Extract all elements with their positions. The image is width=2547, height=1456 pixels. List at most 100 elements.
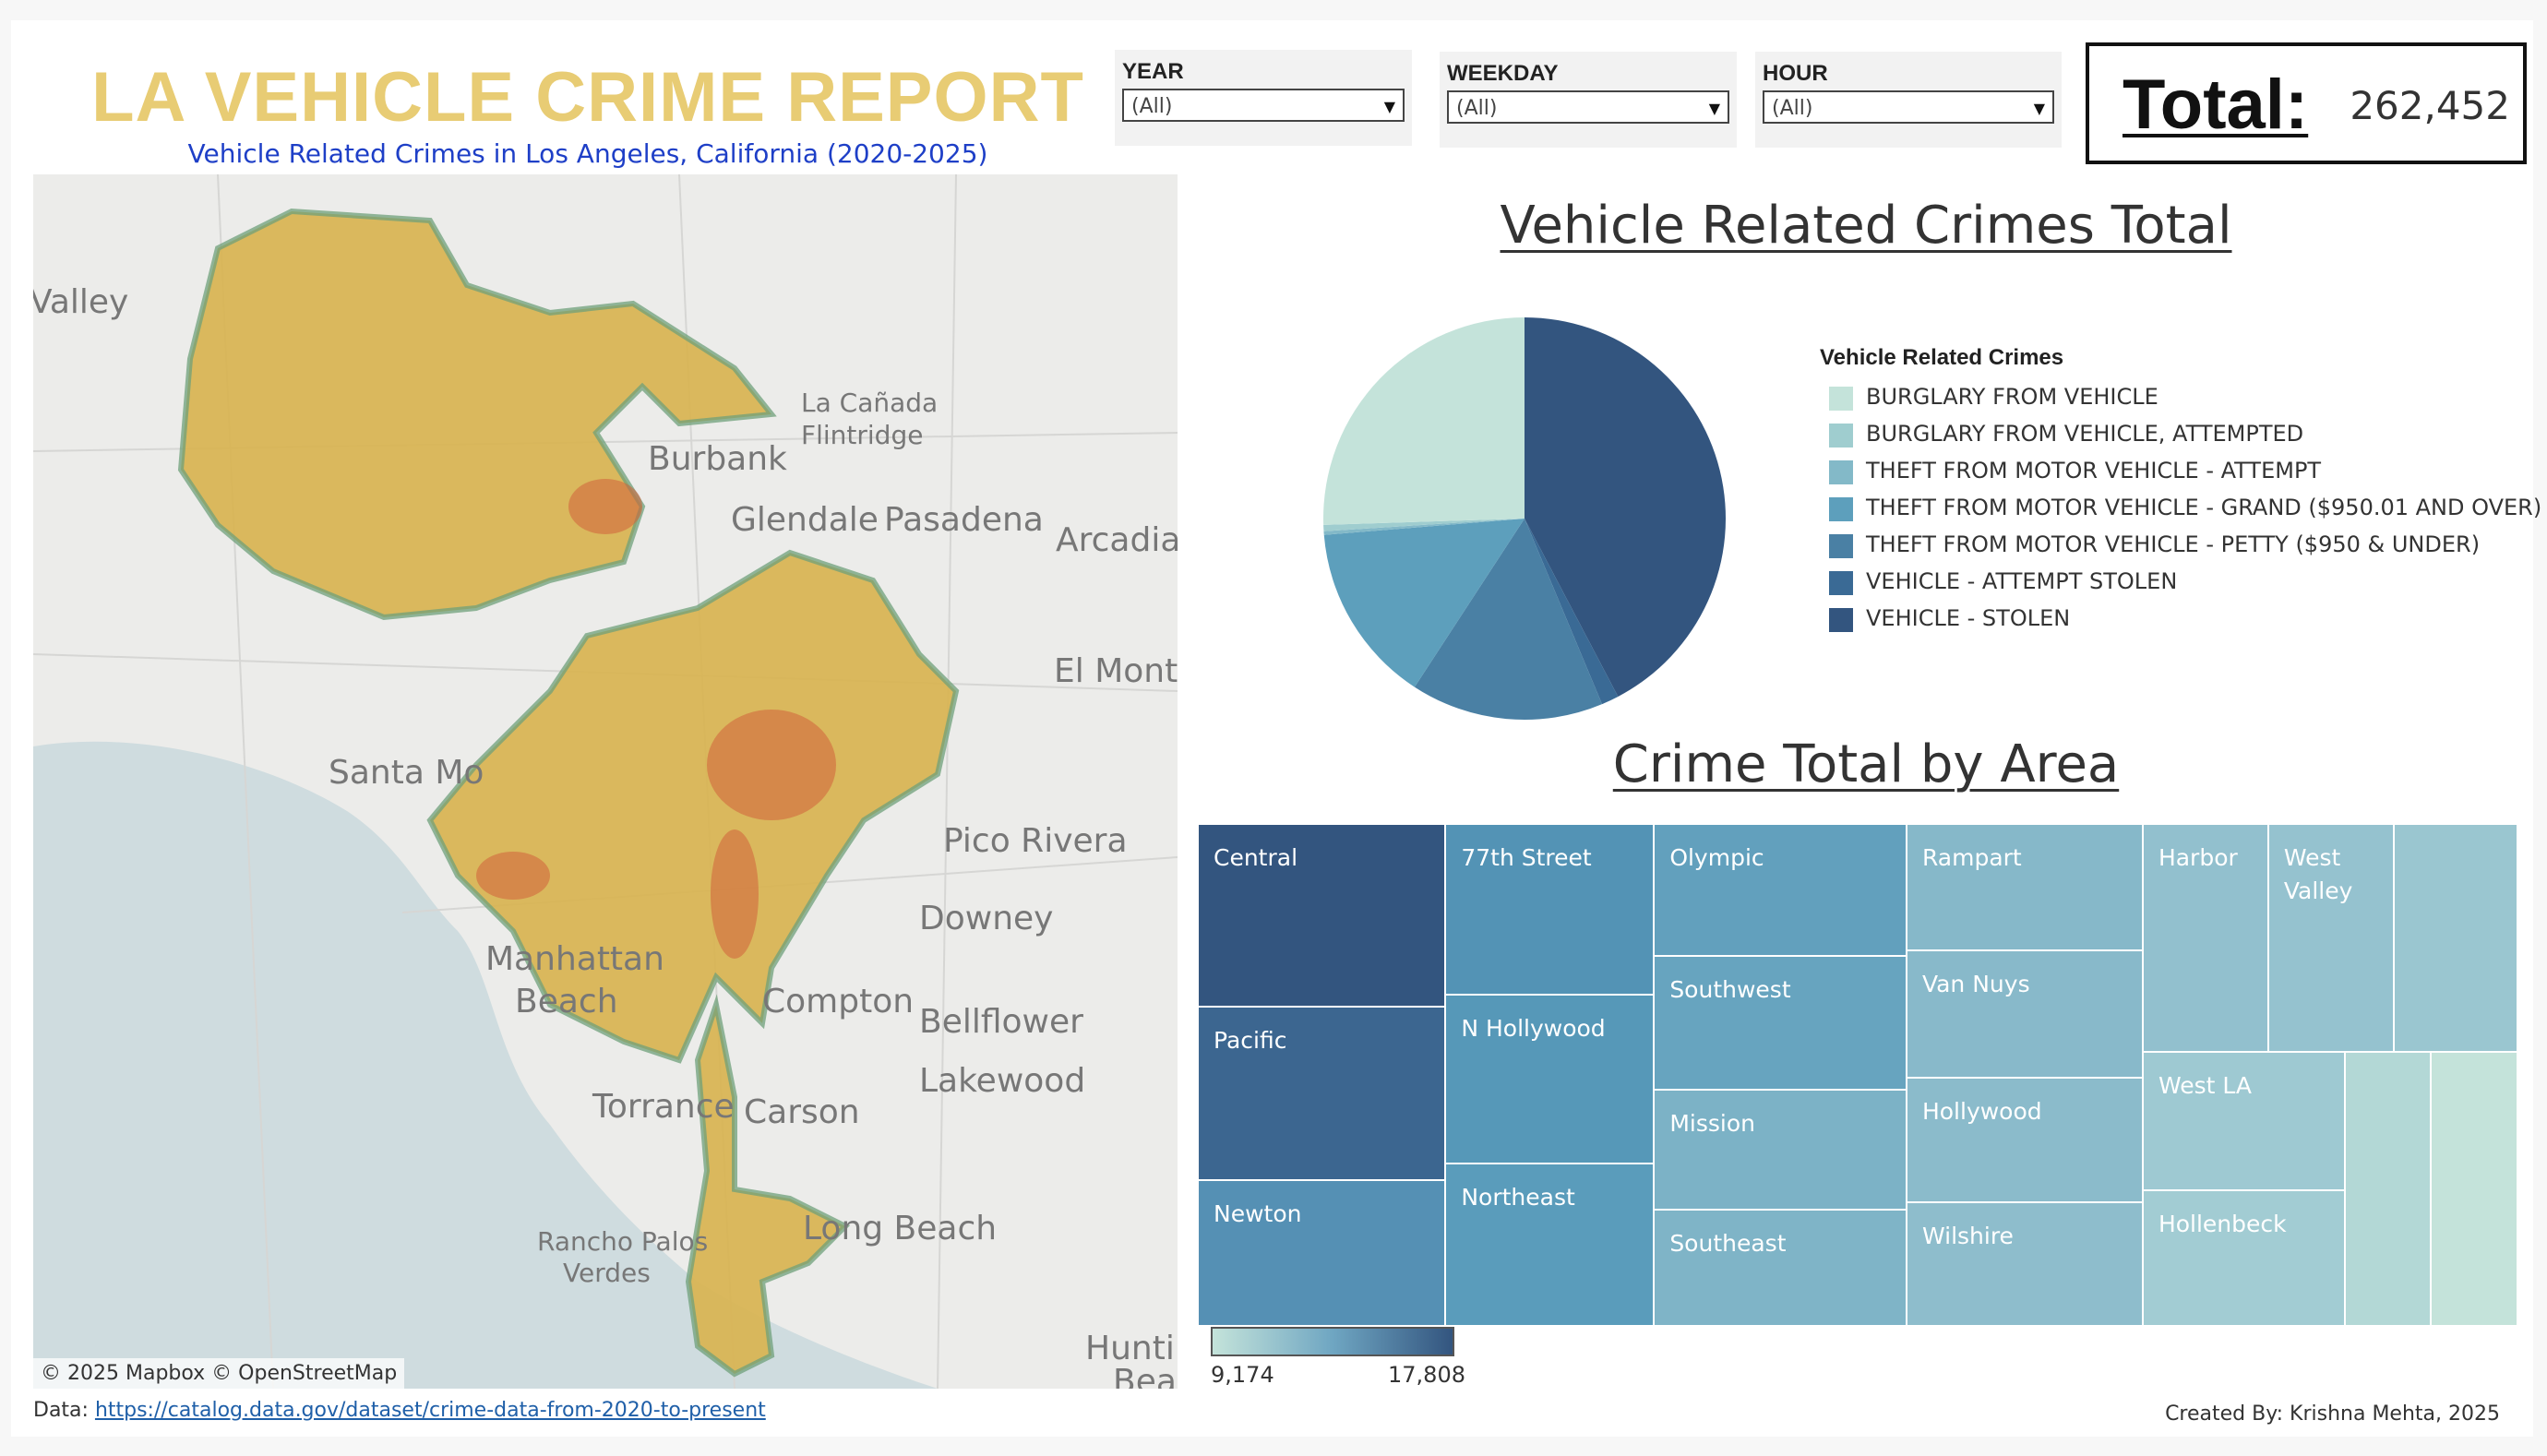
place-label: Manhattan <box>485 940 664 978</box>
treemap-cell[interactable]: Southeast <box>1655 1210 1907 1327</box>
treemap-cell-label: Southeast <box>1669 1229 1787 1257</box>
treemap-cell-label: West Valley <box>2283 844 2353 904</box>
legend-swatch <box>1829 534 1853 558</box>
pie-chart-svg <box>1323 317 1726 720</box>
treemap-cell-label: Southwest <box>1669 975 1791 1003</box>
treemap-cell[interactable] <box>2394 825 2518 1054</box>
place-label: La Cañada <box>801 388 938 418</box>
treemap-cell[interactable]: Newton <box>1199 1181 1447 1327</box>
pie-slice[interactable] <box>1323 519 1525 687</box>
pie-chart-title: Vehicle Related Crimes Total <box>1202 196 2530 256</box>
map-place-labels: Valley La Cañada Flintridge Burbank Glen… <box>33 283 1178 1389</box>
place-label: Compton <box>762 983 914 1020</box>
pie-slice[interactable] <box>1525 519 1619 705</box>
treemap-cell[interactable]: 77th Street <box>1446 825 1656 996</box>
treemap-cell-label: Mission <box>1669 1109 1755 1137</box>
treemap-cell-label: Olympic <box>1669 844 1764 871</box>
pie-slice[interactable] <box>1323 519 1525 535</box>
pie-slice[interactable] <box>1323 519 1525 531</box>
pie-legend-item[interactable]: VEHICLE - ATTEMPT STOLEN <box>1820 567 2521 603</box>
treemap-cell-label: Central <box>1214 844 1298 871</box>
total-label: Total: <box>2122 66 2309 144</box>
pie-legend-item[interactable]: THEFT FROM MOTOR VEHICLE - PETTY ($950 &… <box>1820 530 2521 567</box>
pie-legend-item[interactable]: THEFT FROM MOTOR VEHICLE - ATTEMPT <box>1820 456 2521 493</box>
treemap-cell-label: 77th Street <box>1461 844 1592 871</box>
treemap-cell[interactable]: Harbor <box>2143 825 2269 1054</box>
treemap-cell[interactable]: Hollenbeck <box>2143 1191 2346 1327</box>
year-dropdown-value: (All) <box>1131 95 1173 118</box>
treemap-cell[interactable]: West Valley <box>2268 825 2395 1054</box>
legend-swatch <box>1829 387 1853 411</box>
treemap-cell[interactable]: Southwest <box>1655 956 1907 1091</box>
legend-label: BURGLARY FROM VEHICLE, ATTEMPTED <box>1866 421 2304 447</box>
year-filter: YEAR (All) ▼ <box>1115 50 1412 146</box>
treemap-cell[interactable]: Van Nuys <box>1907 951 2144 1079</box>
author-credit: Created By: Krishna Mehta, 2025 <box>2165 1402 2500 1426</box>
place-label: Santa Mo <box>329 754 484 792</box>
data-source-link[interactable]: https://catalog.data.gov/dataset/crime-d… <box>94 1399 766 1422</box>
pie-legend-item[interactable]: BURGLARY FROM VEHICLE, ATTEMPTED <box>1820 419 2521 456</box>
color-scale-max: 17,808 <box>1388 1362 1465 1388</box>
treemap-cell-label: Van Nuys <box>1921 971 2030 998</box>
crime-hotspots <box>476 479 836 959</box>
place-label: Beach <box>515 983 618 1020</box>
pie-legend-item[interactable]: BURGLARY FROM VEHICLE <box>1820 382 2521 419</box>
place-label: Pico Rivera <box>943 822 1128 860</box>
dropdown-arrow-icon: ▼ <box>1383 98 1395 115</box>
treemap-cell[interactable]: West LA <box>2143 1053 2346 1192</box>
dashboard: LA VEHICLE CRIME REPORT Vehicle Related … <box>11 20 2541 1437</box>
treemap-cell-label: Rampart <box>1921 844 2022 871</box>
crime-density-map[interactable]: Valley La Cañada Flintridge Burbank Glen… <box>33 174 1178 1389</box>
legend-swatch <box>1829 497 1853 521</box>
pie-chart-title-text: Vehicle Related Crimes Total <box>1500 196 2232 256</box>
pie-legend-item[interactable]: THEFT FROM MOTOR VEHICLE - GRAND ($950.0… <box>1820 493 2541 530</box>
place-label: El Monte <box>1054 652 1178 690</box>
pie-slice[interactable] <box>1414 519 1603 720</box>
treemap-cell[interactable] <box>2432 1053 2518 1327</box>
treemap-cell[interactable]: Olympic <box>1655 825 1907 957</box>
treemap-cell-label: Northeast <box>1461 1184 1575 1211</box>
treemap-cell[interactable]: Wilshire <box>1907 1203 2144 1327</box>
place-label: Downey <box>919 900 1053 937</box>
weekday-dropdown[interactable]: (All) ▼ <box>1447 90 1729 124</box>
treemap-cell-label: N Hollywood <box>1461 1014 1606 1042</box>
area-treemap[interactable]: Central Pacific Newton 77th Street N Hollywo… <box>1199 825 2518 1327</box>
legend-label: VEHICLE - ATTEMPT STOLEN <box>1866 568 2178 594</box>
treemap-cell[interactable]: N Hollywood <box>1446 995 1656 1165</box>
pie-legend-item[interactable]: VEHICLE - STOLEN <box>1820 603 2521 640</box>
treemap-cell[interactable]: Hollywood <box>1907 1078 2144 1204</box>
legend-label: THEFT FROM MOTOR VEHICLE - GRAND ($950.0… <box>1866 495 2542 520</box>
treemap-cell[interactable]: Rampart <box>1907 825 2144 952</box>
treemap-title: Crime Total by Area <box>1202 734 2530 794</box>
pie-slice[interactable] <box>1525 317 1726 697</box>
treemap-cell[interactable]: Northeast <box>1446 1164 1656 1327</box>
treemap-cell[interactable]: Mission <box>1655 1090 1907 1211</box>
page-title: LA VEHICLE CRIME REPORT <box>91 58 1084 137</box>
map-attribution: © 2025 Mapbox © OpenStreetMap <box>33 1358 405 1389</box>
legend-swatch <box>1829 424 1853 448</box>
treemap-cell-label: Wilshire <box>1921 1223 2014 1250</box>
color-scale-legend <box>1211 1327 1454 1356</box>
treemap-cell-label: Newton <box>1214 1200 1302 1228</box>
hour-filter-label: HOUR <box>1763 61 1828 86</box>
treemap-cell[interactable]: Pacific <box>1199 1007 1447 1182</box>
place-label: Bellflower <box>919 1003 1083 1041</box>
pie-slice[interactable] <box>1323 317 1525 525</box>
treemap-cell-label: Hollywood <box>1921 1097 2042 1125</box>
treemap-cell[interactable]: Central <box>1199 825 1447 1008</box>
place-label: Bea <box>1113 1363 1177 1389</box>
ocean <box>33 741 938 1389</box>
pie-chart[interactable] <box>1303 297 1746 740</box>
place-label: Glendale <box>731 501 879 539</box>
place-label: Lakewood <box>919 1062 1085 1100</box>
year-dropdown[interactable]: (All) ▼ <box>1122 89 1405 122</box>
place-label: Torrance <box>592 1088 735 1126</box>
treemap-cell-label: Hollenbeck <box>2158 1211 2287 1238</box>
pie-legend-title: Vehicle Related Crimes <box>1820 345 2064 370</box>
dropdown-arrow-icon: ▼ <box>1708 100 1720 117</box>
pie-legend: Vehicle Related Crimes BURGLARY FROM VEH… <box>1820 345 2541 640</box>
legend-label: THEFT FROM MOTOR VEHICLE - ATTEMPT <box>1866 458 2322 483</box>
place-label: Valley <box>33 283 128 321</box>
treemap-cell[interactable] <box>2345 1053 2433 1327</box>
hour-dropdown[interactable]: (All) ▼ <box>1763 90 2054 124</box>
